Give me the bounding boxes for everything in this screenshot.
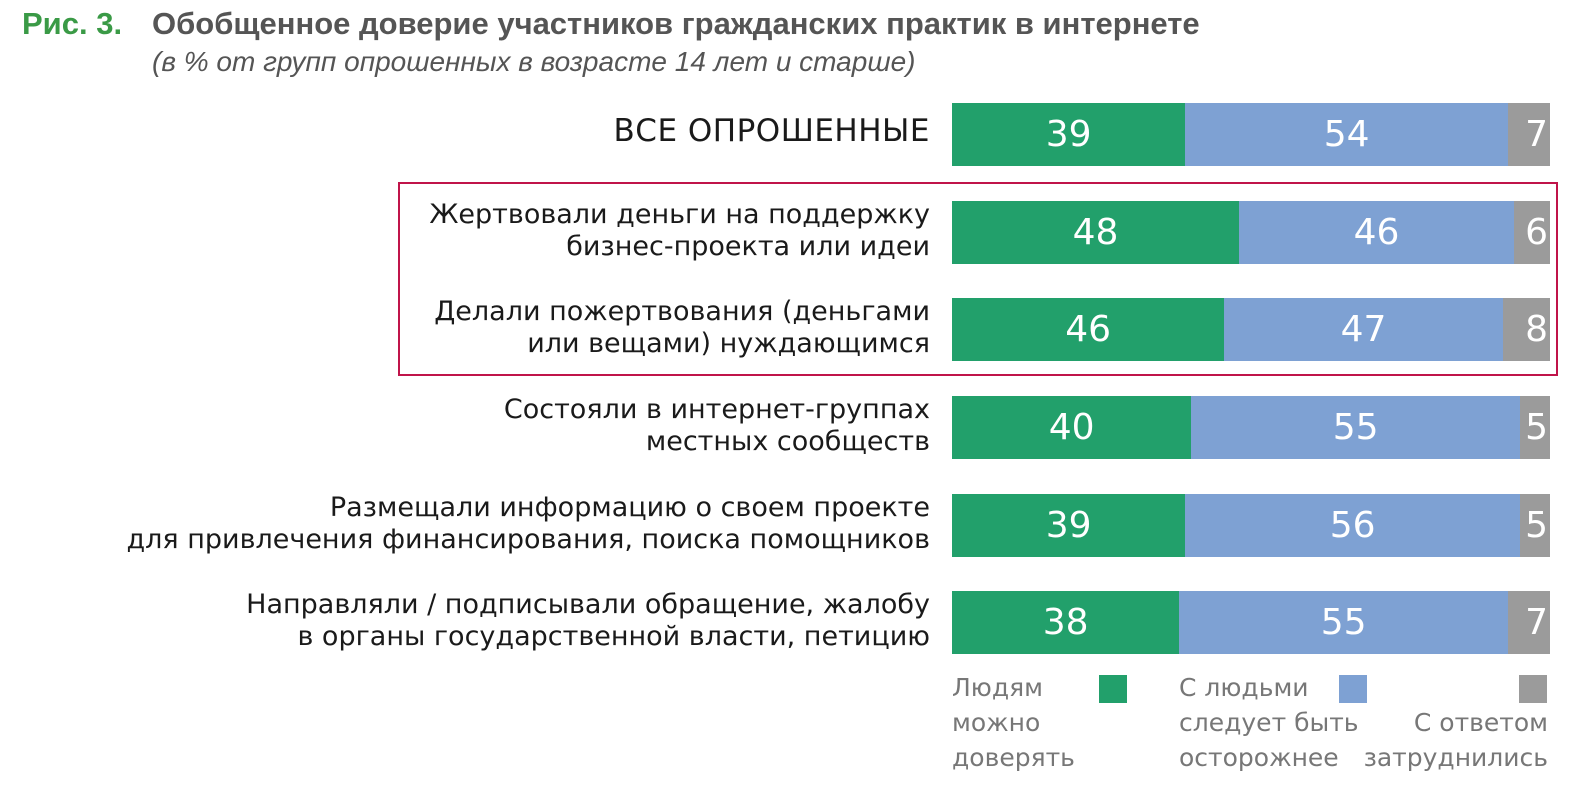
data-label: 55 (1320, 602, 1367, 643)
data-label: 54 (1323, 114, 1370, 155)
bar-row: 46 47 8 (952, 298, 1550, 361)
legend-trust-line: Людям (952, 673, 1044, 702)
data-label: 6 (1525, 212, 1548, 253)
legend-trust-line: доверять (952, 743, 1075, 772)
legend-trust-line: можно (952, 708, 1041, 737)
legend-hard-line: затруднились (1363, 743, 1548, 772)
category-label-line: Делали пожертвования (деньгами (434, 295, 930, 327)
figure-title: Обобщенное доверие участников граждански… (152, 6, 1200, 41)
bar-row: 39 54 7 (952, 103, 1550, 166)
data-label: 38 (1042, 602, 1089, 643)
bar-trust: 48 (952, 201, 1240, 264)
category-label: Состояли в интернет-группах местных сообщ… (504, 394, 930, 458)
category-label-line: Размещали информацию о своем проекте (329, 491, 930, 523)
bar-hard: 5 (1520, 396, 1550, 459)
bar-trust: 40 (952, 396, 1192, 459)
category-label-line: Состояли в интернет-группах (503, 393, 930, 425)
legend-careful-line: осторожнее (1179, 743, 1339, 772)
bar-careful: 56 (1185, 494, 1521, 557)
data-label: 7 (1525, 114, 1548, 155)
category-label: Делали пожертвования (деньгами или вещами… (434, 296, 930, 360)
category-label: ВСЕ ОПРОШЕННЫЕ (614, 111, 930, 151)
category-label-line: ВСЕ ОПРОШЕННЫЕ (613, 112, 930, 149)
bar-careful: 54 (1185, 103, 1509, 166)
legend-careful-line: следует быть (1179, 708, 1359, 737)
bar-row: 39 56 5 (952, 494, 1550, 557)
data-label: 5 (1525, 505, 1548, 546)
bar-trust: 46 (952, 298, 1225, 361)
bar-hard: 5 (1520, 494, 1550, 557)
category-label-line: бизнес-проекта или идеи (566, 230, 930, 262)
bar-row: 40 55 5 (952, 396, 1550, 459)
bar-trust: 38 (952, 591, 1180, 654)
data-label: 5 (1525, 407, 1548, 448)
category-label-line: или вещами) нуждающимся (527, 327, 930, 359)
bar-careful: 55 (1179, 591, 1509, 654)
category-label-line: для привлечения финансирования, поиска п… (126, 523, 931, 555)
bar-careful: 46 (1239, 201, 1515, 264)
bar-hard: 7 (1508, 103, 1550, 166)
data-label: 46 (1353, 212, 1400, 253)
data-label: 40 (1048, 407, 1095, 448)
bar-row: 38 55 7 (952, 591, 1550, 654)
legend-careful-swatch (1339, 675, 1367, 703)
bar-hard: 6 (1514, 201, 1550, 264)
category-label-line: Жертвовали деньги на поддержку (429, 198, 930, 230)
bar-trust: 39 (952, 103, 1186, 166)
data-label: 56 (1329, 505, 1376, 546)
bar-hard: 7 (1508, 591, 1550, 654)
legend-hard-label: С ответом затруднились (1364, 705, 1548, 775)
category-label-line: Направляли / подписывали обращение, жало… (246, 588, 930, 620)
legend-hard-swatch (1519, 675, 1547, 703)
category-label: Жертвовали деньги на поддержку бизнес-про… (429, 199, 930, 263)
data-label: 39 (1045, 114, 1092, 155)
figure-number: Рис. 3. (22, 6, 123, 41)
bar-row: 48 46 6 (952, 201, 1550, 264)
data-label: 48 (1072, 212, 1119, 253)
bar-hard: 8 (1502, 298, 1550, 361)
category-label-line: в органы государственной власти, петицию (297, 620, 930, 652)
bar-trust: 39 (952, 494, 1186, 557)
legend-trust-label: Людям можно доверять (952, 670, 1075, 775)
highlight-box (398, 182, 1558, 376)
figure-subtitle: (в % от групп опрошенных в возрасте 14 л… (152, 46, 916, 77)
category-label: Размещали информацию о своем проекте для … (127, 492, 931, 556)
data-label: 55 (1332, 407, 1379, 448)
data-label: 39 (1045, 505, 1092, 546)
data-label: 46 (1065, 309, 1112, 350)
legend-careful-label: С людьми следует быть осторожнее (1179, 670, 1359, 775)
bar-careful: 55 (1191, 396, 1521, 459)
data-label: 7 (1525, 602, 1548, 643)
legend-trust-swatch (1099, 675, 1127, 703)
data-label: 8 (1525, 309, 1548, 350)
legend-careful-line: С людьми (1179, 673, 1309, 702)
category-label-line: местных сообществ (645, 425, 930, 457)
data-label: 47 (1340, 309, 1387, 350)
bar-careful: 47 (1224, 298, 1503, 361)
category-label: Направляли / подписывали обращение, жало… (246, 589, 930, 653)
legend-hard-line: С ответом (1413, 708, 1548, 737)
